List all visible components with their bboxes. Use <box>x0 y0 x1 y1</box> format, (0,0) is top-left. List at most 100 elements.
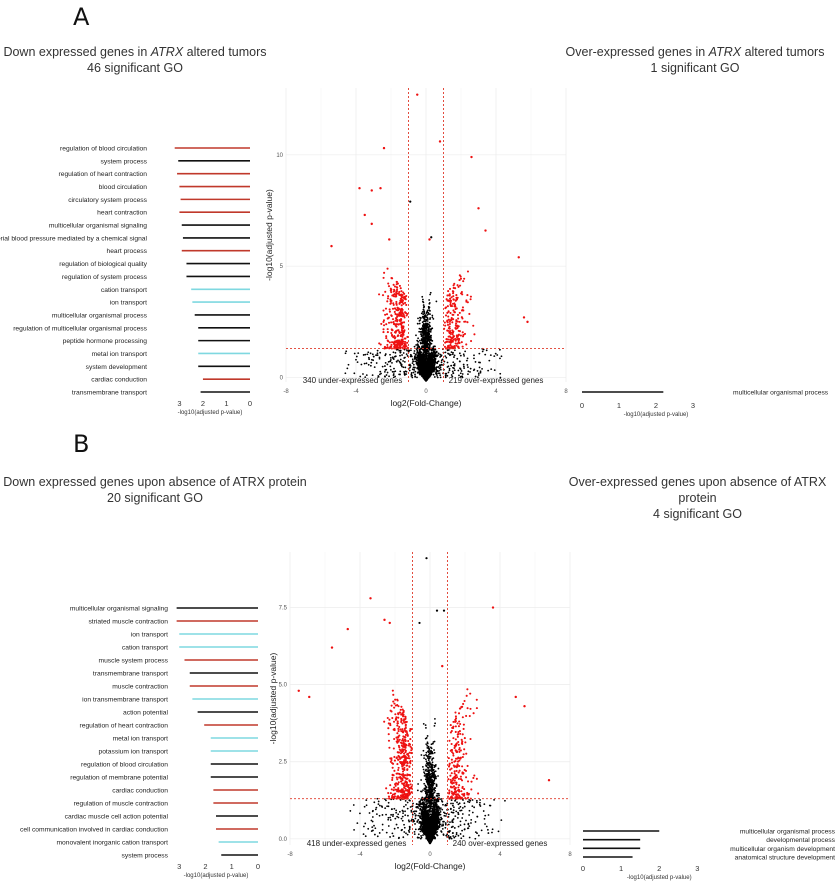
volcano-point-sig <box>392 290 395 293</box>
volcano-point-ns <box>481 367 483 370</box>
volcano-point-ns <box>415 353 417 356</box>
volcano-point-sig <box>399 345 402 348</box>
go-term-label: metal ion transport <box>113 736 169 743</box>
volcano-point-sig <box>384 290 387 293</box>
volcano-point-ns <box>431 358 433 361</box>
volcano-point-sig <box>448 327 451 330</box>
go-axis-tick: 2 <box>654 401 658 410</box>
volcano-point-ns <box>432 345 435 348</box>
volcano-point-ns <box>426 318 429 321</box>
volcano-point-ns <box>421 330 424 333</box>
volcano-point-sig <box>393 310 396 314</box>
volcano-point-sig <box>400 334 403 337</box>
volcano-point-ns <box>461 373 464 375</box>
volcano-point-ns <box>451 370 454 373</box>
volcano-point-sig <box>382 146 386 150</box>
volcano-point-ns <box>479 371 482 374</box>
panel-a-left-title-post: altered tumors <box>183 45 267 59</box>
volcano-point-ns <box>477 376 479 379</box>
volcano-point-ns <box>448 367 451 370</box>
volcano-point-ns <box>499 357 501 360</box>
go-term-label: regulation of systemic arterial blood pr… <box>0 235 148 242</box>
volcano-point-ns <box>425 364 428 367</box>
volcano-point-ns <box>446 366 449 368</box>
volcano-point-sig <box>392 283 395 286</box>
volcano-point-sig <box>458 279 461 282</box>
volcano-point-ns <box>413 352 416 355</box>
volcano-point-ns <box>399 354 401 357</box>
volcano-point-ns <box>421 310 424 313</box>
panel-a-right-title-pre: Over-expressed genes in <box>565 45 709 59</box>
volcano-point-sig <box>386 317 389 320</box>
volcano-point-ns <box>424 370 427 373</box>
volcano-point-ns <box>357 352 360 355</box>
volcano-point-sig <box>392 293 395 296</box>
go-term-label: regulation of multicellular organismal p… <box>13 325 147 332</box>
volcano-point-ns <box>444 351 447 354</box>
volcano-point-ns <box>439 807 442 810</box>
volcano-point-ns <box>459 375 462 378</box>
volcano-point-sig <box>406 341 409 344</box>
volcano-point-sig <box>457 317 460 320</box>
go-term-label: cation transport <box>122 645 168 652</box>
volcano-point-ns <box>423 337 426 340</box>
volcano-point-ns <box>437 767 440 770</box>
volcano-point-ns <box>462 353 465 356</box>
volcano-point-ns <box>417 352 420 355</box>
volcano-point-ns <box>447 371 450 374</box>
volcano-point-ns <box>460 370 463 372</box>
go-axis-tick: 1 <box>224 399 228 408</box>
volcano-point-ns <box>416 322 419 325</box>
volcano-point-ns <box>353 372 356 375</box>
panel-a-right-title-gene: ATRX <box>708 45 742 59</box>
volcano-point-ns <box>426 343 429 346</box>
volcano-point-ns <box>430 327 433 330</box>
volcano-point-sig <box>386 300 389 303</box>
volcano-point-ns <box>371 353 374 356</box>
volcano-point-ns <box>472 369 475 372</box>
volcano-point-sig <box>444 341 447 344</box>
volcano-point-ns <box>444 374 447 377</box>
volcano-point-ns <box>420 312 423 315</box>
volcano-point-ns <box>424 353 427 356</box>
volcano-point-ns <box>418 362 421 365</box>
volcano-point-sig <box>455 307 458 310</box>
volcano-point-ns <box>369 364 372 367</box>
volcano-point-ns <box>414 360 417 363</box>
volcano-point-ns <box>422 338 425 341</box>
volcano-point-ns <box>368 358 371 361</box>
go-term-label: ion transmembrane transport <box>82 697 168 704</box>
volcano-point-sig <box>392 341 395 344</box>
volcano-point-sig <box>452 334 455 338</box>
volcano-point-sig <box>405 294 408 298</box>
go-term-label: system process <box>122 853 169 860</box>
volcano-point-ns <box>425 318 428 321</box>
volcano-point-sig <box>448 331 451 334</box>
volcano-point-ns <box>397 359 399 362</box>
panel-b-right-title: Over-expressed genes upon absence of ATR… <box>555 474 840 522</box>
volcano-point-ns <box>420 338 423 340</box>
volcano-point-ns <box>429 368 432 371</box>
volcano-point-ns <box>421 372 424 375</box>
volcano-point-ns <box>469 371 471 373</box>
volcano-point-ns <box>423 374 426 377</box>
volcano-point-sig <box>387 321 391 324</box>
volcano-point-ns <box>409 363 411 366</box>
volcano-point-ns <box>423 757 425 759</box>
volcano-point-ns <box>379 351 382 354</box>
go-term-label: potassium ion transport <box>98 749 168 756</box>
volcano-point-ns <box>410 349 412 352</box>
volcano-point-ns <box>427 370 430 373</box>
volcano-point-ns <box>436 370 439 373</box>
volcano-point-ns <box>345 350 348 353</box>
volcano-point-sig <box>396 306 399 309</box>
volcano-point-sig <box>458 320 461 323</box>
volcano-point-sig <box>450 339 453 342</box>
volcano-point-sig <box>522 316 526 319</box>
volcano-point-sig <box>449 332 452 335</box>
volcano-point-sig <box>451 333 454 336</box>
volcano-point-sig <box>457 345 460 348</box>
volcano-point-ns <box>391 370 394 373</box>
volcano-point-sig <box>455 344 458 347</box>
